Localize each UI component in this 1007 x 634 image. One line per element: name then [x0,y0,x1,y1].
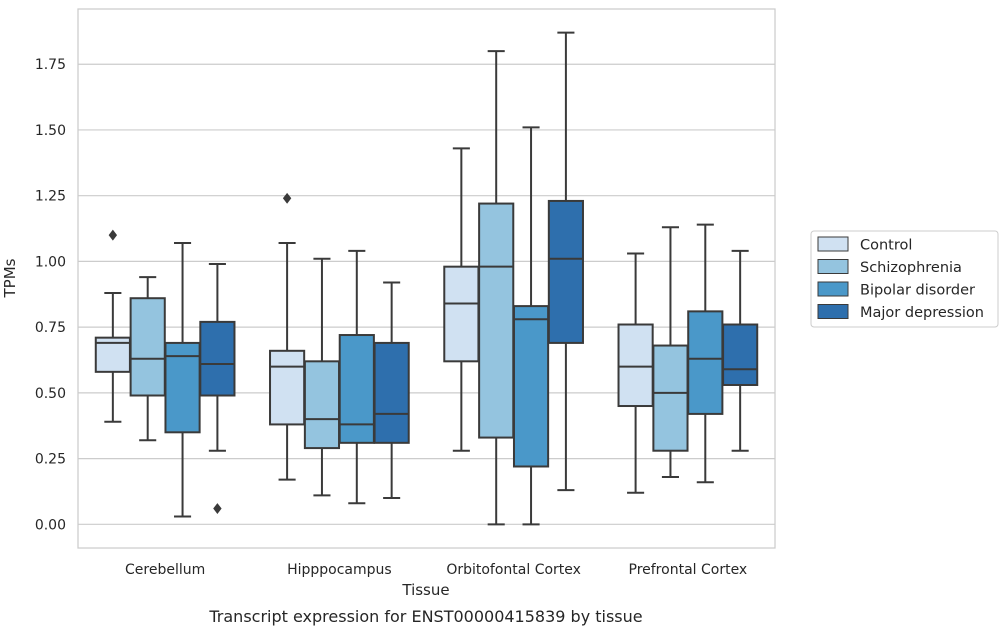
box-0-1 [129,276,166,442]
box-iqr [129,297,166,397]
box-iqr [652,344,689,452]
legend-label: Bipolar disorder [860,283,975,299]
y-tick-label: 1.25 [35,189,66,205]
box-iqr [269,349,306,426]
legend-swatch [817,304,849,319]
box-3-0 [617,252,654,494]
x-tick-label: Prefrontal Cortex [629,562,748,578]
y-tick-label: 1.00 [35,254,66,270]
box-iqr [687,310,724,415]
y-tick-label: 0.50 [35,386,66,402]
box-0-0 [94,229,131,423]
legend: Control Schizophrenia Bipolar disorder Majo… [810,230,999,328]
y-tick-label: 0.75 [35,320,66,336]
x-tick-label: Orbitofontal Cortex [446,562,581,578]
box-2-1 [478,50,515,526]
x-axis-title: Tissue [401,581,449,599]
box-3-2 [687,223,724,484]
y-tick-label: 1.50 [35,123,66,139]
box-1-1 [303,257,341,497]
box-3-1 [652,226,689,479]
legend-frame [810,230,999,328]
outlier-point [282,192,292,204]
box-iqr [303,360,341,450]
legend-label: Schizophrenia [860,260,962,276]
box-iqr [478,202,515,439]
y-tick-label: 0.25 [35,452,66,468]
box-iqr [722,323,759,386]
box-0-3 [199,263,236,515]
box-2-2 [512,126,550,526]
x-tick-label: Cerebellum [125,562,205,578]
x-tick-label: Hipppocampus [287,562,392,578]
y-tick-label: 0.00 [35,517,66,533]
legend-swatch [817,236,849,252]
box-iqr [199,320,236,397]
box-iqr [373,341,410,444]
box-iqr [617,323,654,408]
box-3-3 [722,249,759,452]
chart-caption: Transcript expression for ENST0000041583… [208,607,642,626]
y-axis-ticks: 0.00 0.25 0.50 0.75 1.00 1.25 1.50 1.75 [35,57,66,533]
box-2-3 [547,31,584,492]
box-iqr [164,341,201,434]
y-axis-title: TPMs [1,258,19,298]
box-iqr [512,305,550,468]
outlier-point [108,229,118,241]
outlier-point [213,503,222,515]
box-iqr [547,199,584,344]
legend-swatch [817,259,849,274]
plot-area-frame [77,8,776,549]
box-2-0 [443,147,480,452]
box-iqr [443,265,480,363]
y-tick-label: 1.75 [35,57,66,73]
x-axis-ticks: Cerebellum Hipppocampus Orbitofontal Corte… [125,562,747,578]
legend-label: Control [860,238,912,254]
box-1-0 [269,192,306,481]
boxes [94,31,759,526]
legend-swatch [817,281,849,297]
legend-label: Major depression [860,305,984,321]
box-iqr [338,334,375,444]
box-1-3 [373,281,410,500]
box-1-2 [338,249,375,505]
box-0-2 [164,242,201,518]
